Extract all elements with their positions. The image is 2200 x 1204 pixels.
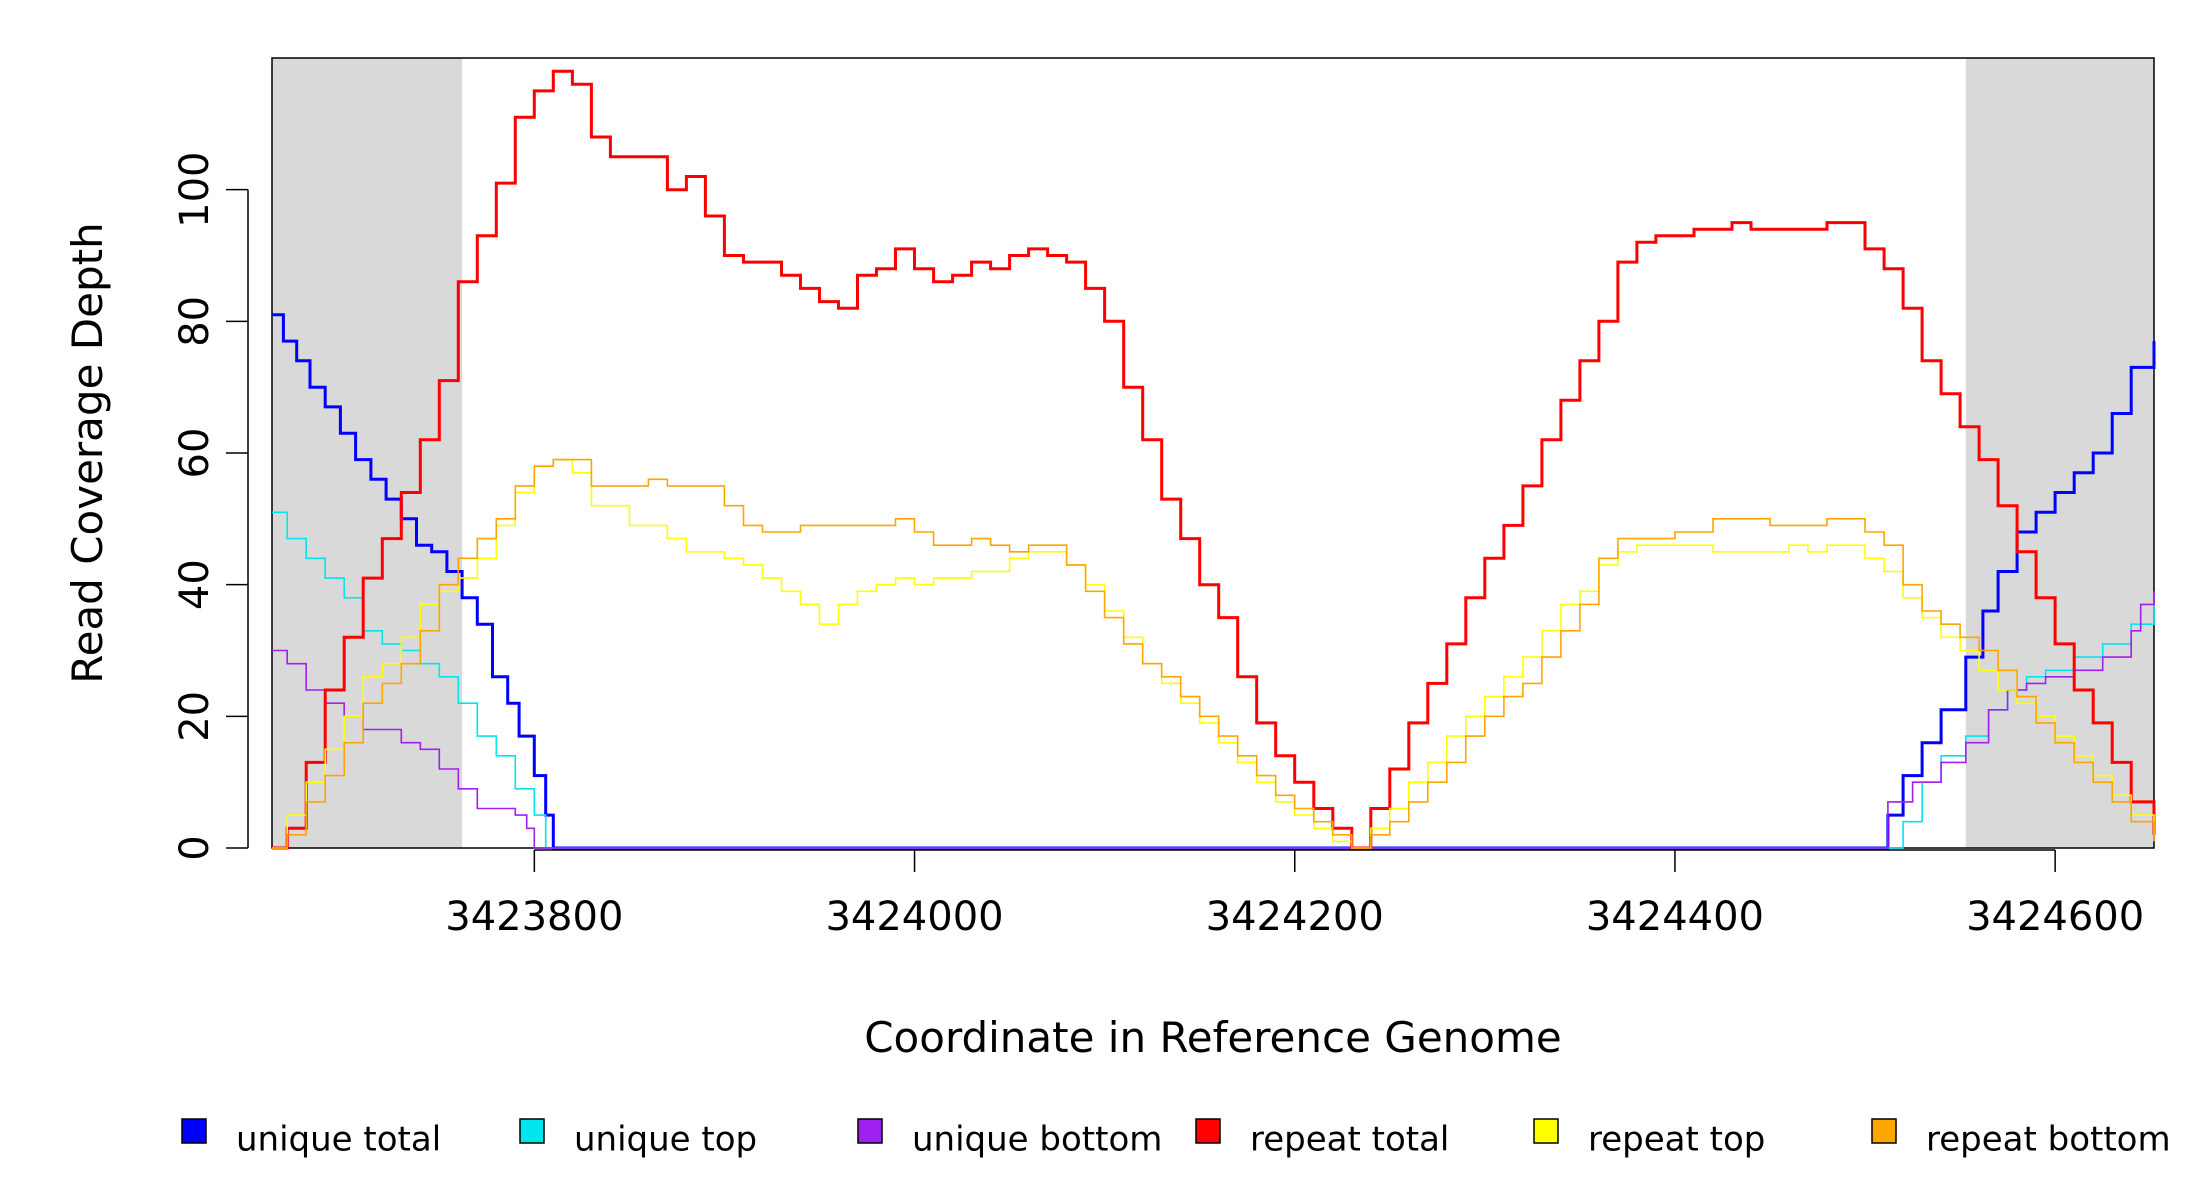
series-line-repeat-bottom	[272, 458, 2155, 849]
legend-swatch	[1533, 1118, 1559, 1144]
series-line-unique-bottom	[272, 591, 2155, 849]
series-line-unique-total	[272, 313, 2156, 850]
y-axis: 0 20 40 60 80 100	[172, 151, 249, 861]
series-line-repeat-total	[272, 69, 2156, 850]
y-tick-label: 60	[172, 428, 218, 479]
x-tick-label: 3423800	[445, 894, 623, 940]
x-axis: 3423800 3424000 3424200 3424400 3424600	[445, 849, 2144, 940]
legend-swatch	[1195, 1118, 1221, 1144]
legend-label: repeat total	[1250, 1120, 1449, 1160]
plot-frame	[271, 57, 2155, 849]
x-axis-title: Coordinate in Reference Genome	[864, 1013, 1562, 1062]
y-tick-label: 100	[172, 151, 218, 227]
x-tick-label: 3424400	[1586, 894, 1764, 940]
legend-swatch	[1871, 1118, 1897, 1144]
series-line-repeat-top	[272, 458, 2155, 849]
y-tick-label: 0	[172, 835, 218, 860]
legend-swatch	[519, 1118, 545, 1144]
x-tick-label: 3424600	[1966, 894, 2144, 940]
legend: unique total unique top unique bottom repea…	[181, 1118, 2171, 1160]
series-lines	[272, 69, 2156, 850]
legend-label: unique top	[574, 1120, 757, 1160]
x-tick-label: 3424200	[1206, 894, 1384, 940]
legend-label: unique bottom	[912, 1120, 1162, 1160]
y-tick-label: 80	[172, 296, 218, 347]
shaded-region-1	[272, 58, 463, 848]
legend-swatch	[181, 1118, 207, 1144]
y-tick-label: 20	[172, 691, 218, 742]
legend-label: repeat bottom	[1926, 1120, 2171, 1160]
series-line-unique-top	[272, 511, 2155, 849]
y-axis-title: Read Coverage Depth	[63, 222, 112, 683]
y-tick-label: 40	[172, 559, 218, 610]
legend-label: unique total	[236, 1120, 441, 1160]
shaded-region-2	[1965, 58, 2154, 848]
shaded-regions	[272, 58, 2154, 848]
legend-label: repeat top	[1588, 1120, 1765, 1160]
legend-swatch	[857, 1118, 883, 1144]
x-tick-label: 3424000	[825, 894, 1003, 940]
